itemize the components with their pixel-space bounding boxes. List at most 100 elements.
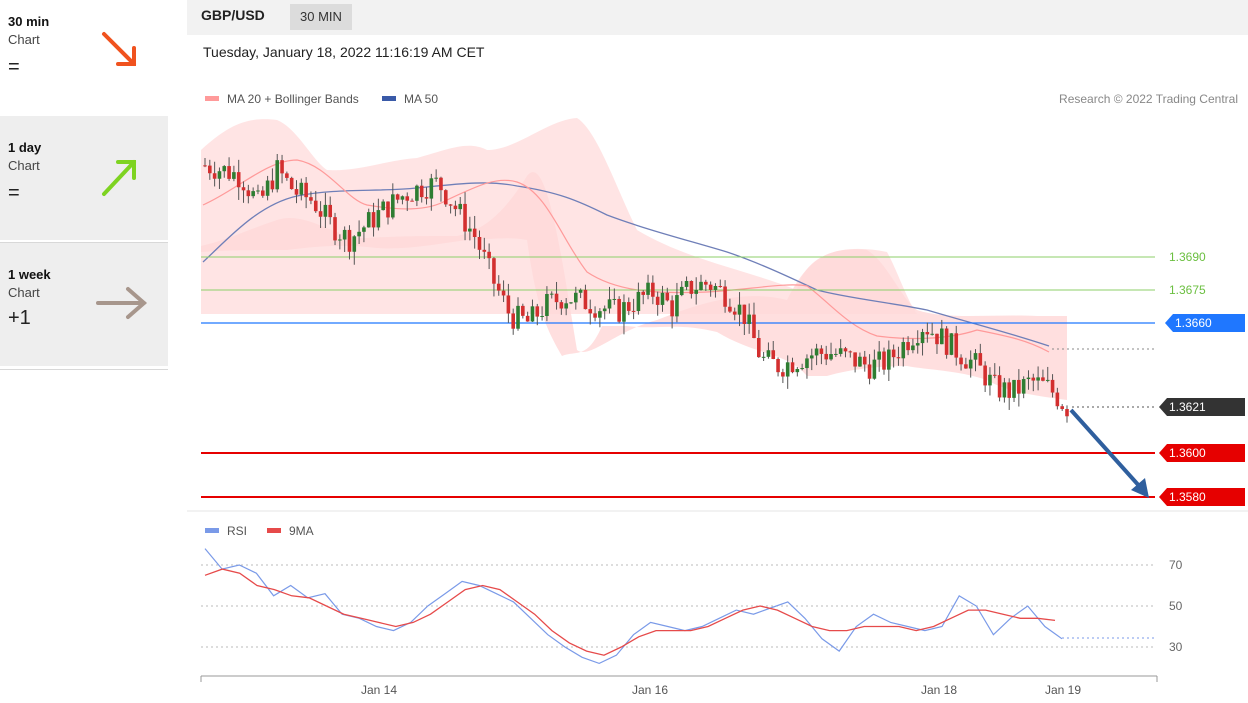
candle-body <box>925 332 930 335</box>
candle-body <box>968 359 973 369</box>
candle-body <box>732 311 737 315</box>
candle-body <box>304 182 308 198</box>
candle-body <box>598 311 602 318</box>
signal-sidebar: 30 min Chart = 1 day Chart = 1 week Char… <box>0 0 168 370</box>
candle-body <box>660 292 665 305</box>
candle-body <box>684 280 689 287</box>
candle-body <box>896 357 901 359</box>
chart-header: GBP/USD 30 MIN <box>187 0 1248 35</box>
x-tick-jan16: Jan 16 <box>632 683 668 697</box>
candle-body <box>848 351 853 353</box>
candle-body <box>718 285 723 287</box>
timeframe-label: 1 week <box>8 267 51 282</box>
timeframe-status: = <box>8 56 20 78</box>
candle-body <box>366 212 371 228</box>
timeframe-30min[interactable]: 30 min Chart = <box>0 0 168 124</box>
candle-body <box>511 313 516 329</box>
arrow-right-icon <box>96 287 148 319</box>
candle-body <box>352 236 357 252</box>
candle-body <box>443 190 448 205</box>
candlestick-series <box>203 153 1069 423</box>
candle-body <box>1031 377 1036 381</box>
price-chart[interactable]: MA 20 + Bollinger Bands MA 50 Research ©… <box>187 0 1248 703</box>
candle-body <box>463 203 467 232</box>
candle-body <box>915 343 920 346</box>
level-label-1675: 1.3675 <box>1169 283 1206 297</box>
timeframe-label: 30 min <box>8 14 50 29</box>
rsi-ma-line <box>204 568 1056 656</box>
candle-body <box>1007 382 1012 398</box>
candle-body <box>338 239 342 241</box>
current-price-badge <box>1159 398 1245 416</box>
candle-body <box>997 375 1002 398</box>
candle-body <box>911 345 915 351</box>
candle-body <box>583 289 588 310</box>
timestamp: Tuesday, January 18, 2022 11:16:19 AM CE… <box>203 44 485 60</box>
period-button[interactable]: 30 MIN <box>290 4 352 30</box>
candle-body <box>973 353 978 360</box>
candle-body <box>1045 379 1050 381</box>
candle-body <box>781 372 785 377</box>
candle-body <box>752 314 756 339</box>
candle-body <box>256 190 260 192</box>
candle-body <box>887 349 891 370</box>
candle-body <box>636 291 641 312</box>
level-label-1690: 1.3690 <box>1169 250 1206 264</box>
candle-body <box>704 281 708 285</box>
candle-body <box>260 190 265 196</box>
candle-body <box>434 177 438 179</box>
candle-body <box>761 356 766 358</box>
candle-body <box>805 358 809 369</box>
candle-body <box>776 358 780 373</box>
candle-body <box>939 328 944 345</box>
candle-body <box>246 190 251 197</box>
credit-text: Research © 2022 Trading Central <box>1059 92 1238 106</box>
forecast-arrow <box>1069 408 1143 490</box>
candle-body <box>935 333 939 345</box>
candle-body <box>790 362 795 373</box>
candle-body <box>545 293 549 316</box>
candle-body <box>285 173 289 178</box>
candle-body <box>626 302 631 311</box>
support-badge-1 <box>1159 444 1245 462</box>
candle-body <box>419 185 424 198</box>
candle-body <box>1050 379 1055 393</box>
timeframe-1day[interactable]: 1 day Chart = <box>0 116 168 240</box>
candle-body <box>458 203 463 210</box>
candle-body <box>737 304 742 315</box>
legend-ma-bb: MA 20 + Bollinger Bands <box>227 92 359 106</box>
x-tick-jan18: Jan 18 <box>921 683 957 697</box>
candle-body <box>838 348 843 354</box>
candle-body <box>323 204 328 217</box>
rsi-ma-legend-swatch <box>267 528 281 533</box>
candle-body <box>689 280 694 294</box>
candle-body <box>1055 392 1060 407</box>
x-tick-jan14: Jan 14 <box>361 683 397 697</box>
timeframe-type: Chart <box>8 158 40 173</box>
candle-body <box>882 351 886 370</box>
candle-body <box>270 180 275 190</box>
candle-body <box>795 368 800 373</box>
rsi-line <box>204 548 1063 665</box>
candle-body <box>554 293 559 303</box>
candle-body <box>867 364 872 379</box>
candle-body <box>501 290 506 296</box>
candle-body <box>275 160 280 190</box>
candle-body <box>222 166 227 172</box>
candle-body <box>988 374 992 386</box>
candle-body <box>747 314 751 324</box>
candle-body <box>906 342 910 351</box>
candle-body <box>232 172 236 179</box>
candle-body <box>289 177 294 190</box>
candle-body <box>901 342 906 359</box>
timeframe-label: 1 day <box>8 140 42 155</box>
candle-body <box>641 291 646 295</box>
candle-body <box>766 350 771 357</box>
timeframe-1week[interactable]: 1 week Chart +1 <box>0 242 168 366</box>
candle-body <box>492 258 496 284</box>
timeframe-type: Chart <box>8 285 40 300</box>
candle-body <box>1012 379 1016 398</box>
candle-body <box>771 350 776 359</box>
candle-body <box>814 348 819 356</box>
candle-body <box>395 194 400 200</box>
